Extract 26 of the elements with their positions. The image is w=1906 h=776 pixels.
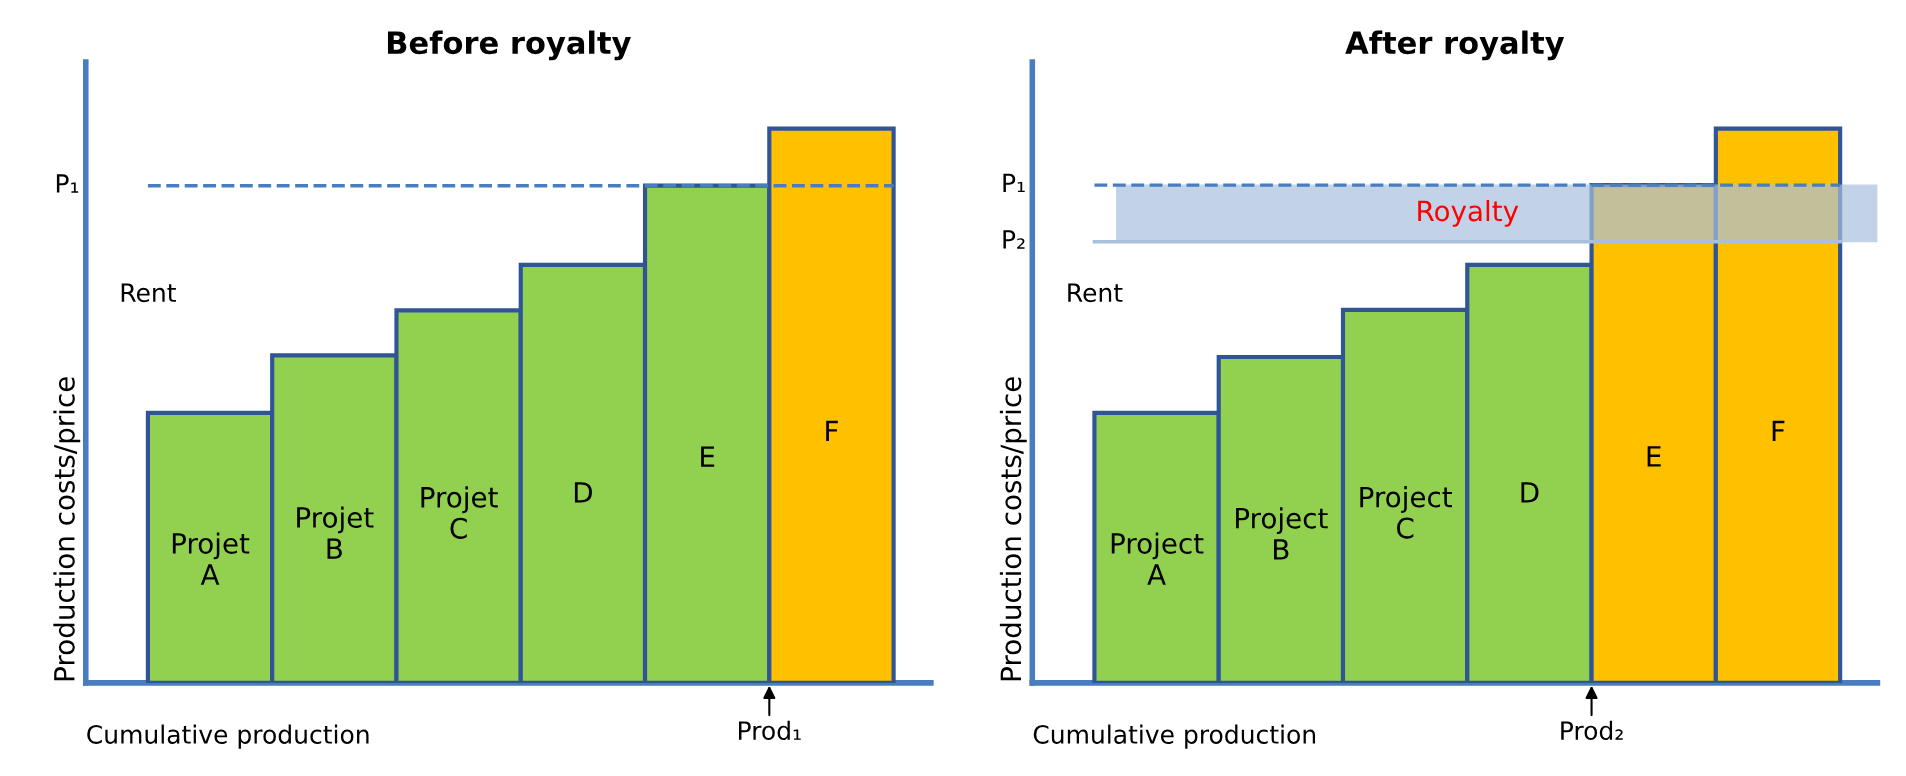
x-tick-label: D xyxy=(574,482,592,503)
ref-line-label: P₁ xyxy=(56,174,79,193)
band-label: Royalty xyxy=(1418,199,1519,227)
chart-title: Before royalty xyxy=(387,30,631,61)
x-tick-label: E xyxy=(1647,446,1661,467)
annotation: Rent xyxy=(121,283,176,303)
text: Prod₂ xyxy=(1561,720,1623,741)
x-axis-title: Cumulative production xyxy=(87,724,369,749)
y-axis-title: Production costs/price xyxy=(999,377,1027,681)
x-tick-label: Project A xyxy=(1111,532,1204,585)
x-tick-label: Projet A xyxy=(172,532,250,585)
x-tick-label: E xyxy=(701,446,715,467)
x-tick-label: D xyxy=(1521,482,1539,503)
x-axis-title: Cumulative production xyxy=(1033,724,1316,749)
y-axis-title: Production costs/price xyxy=(53,377,81,681)
x-tick-label: Project B xyxy=(1236,507,1328,560)
annotation: Rent xyxy=(1068,283,1123,303)
text: Prod₁ xyxy=(739,720,801,741)
x-tick-label: Project C xyxy=(1360,486,1452,539)
ref-line-label: P₂ xyxy=(1003,230,1025,249)
x-tick-label: Projet C xyxy=(421,486,498,539)
x-tick-label: Projet B xyxy=(297,506,374,559)
x-tick-label: F xyxy=(826,420,838,442)
ref-line-label: P₁ xyxy=(1003,173,1025,193)
x-tick-label: F xyxy=(1772,420,1785,442)
chart-title: After royalty xyxy=(1345,30,1565,61)
